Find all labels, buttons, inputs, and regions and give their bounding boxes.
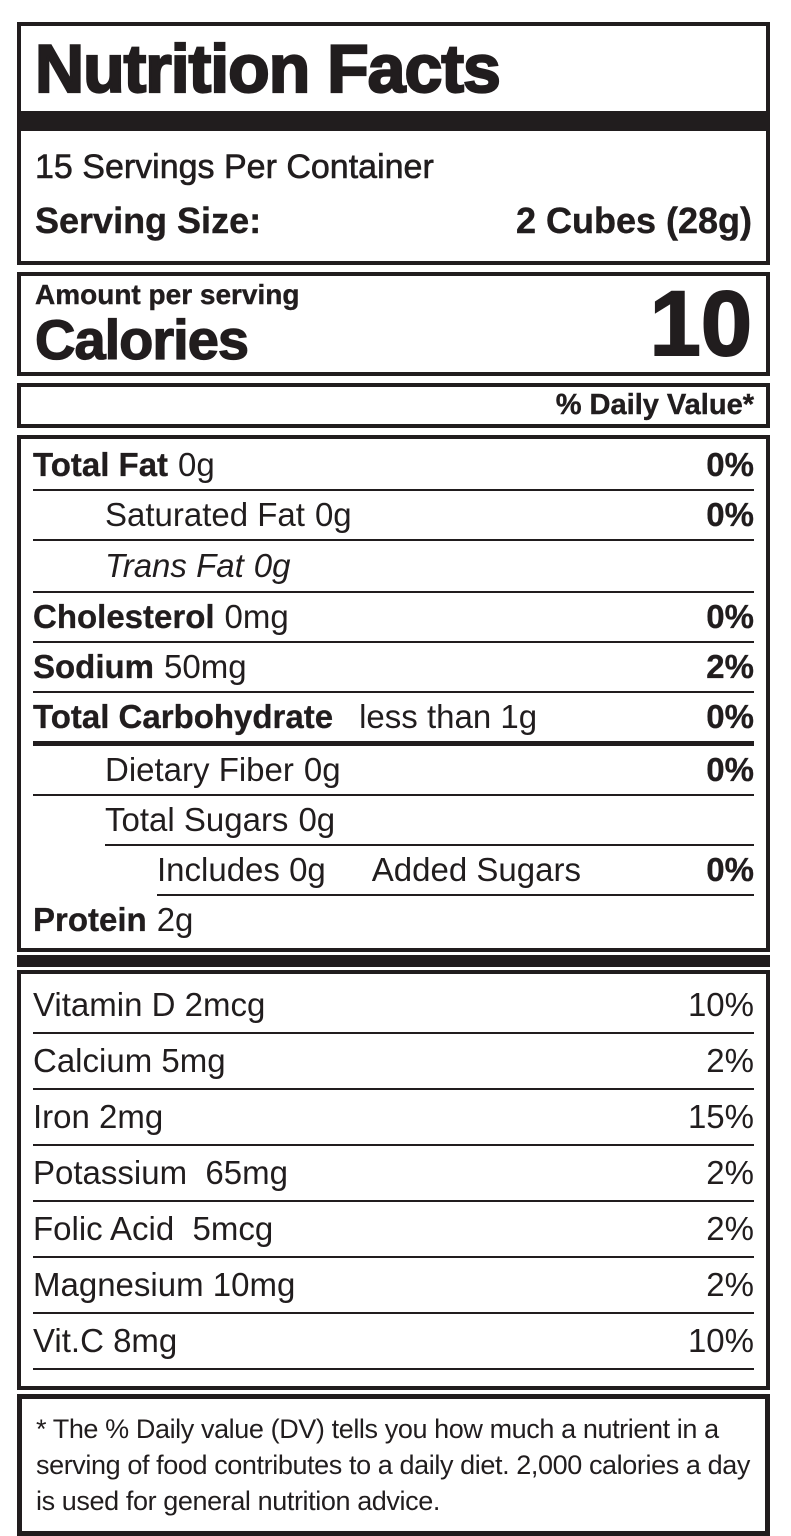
vitamins-section: Vitamin D 2mcg 10% Calcium 5mg 2% Iron 2… xyxy=(17,970,770,1390)
nutrient-name: Includes 0g xyxy=(157,851,326,888)
daily-value-header: % Daily Value* xyxy=(555,389,755,421)
nutrient-row-trans-fat: Trans Fat 0g xyxy=(33,541,754,593)
nutrient-row-dietary-fiber: Dietary Fiber 0g 0% xyxy=(33,746,754,796)
vitamin-row-calcium: Calcium 5mg 2% xyxy=(33,1034,754,1090)
amount-per-serving-label: Amount per serving xyxy=(35,279,300,310)
vitamin-name: Magnesium 10mg xyxy=(33,1266,296,1303)
nutrient-dv: 0% xyxy=(706,598,754,635)
vitamin-name: Vitamin D 2mcg xyxy=(33,986,266,1023)
nutrient-amount: 0g xyxy=(178,446,215,483)
title-section: Nutrition Facts xyxy=(17,22,770,115)
nutrient-name: Cholesterol xyxy=(33,598,215,635)
nutrient-name: Total Sugars xyxy=(105,801,289,838)
servings-per-container: 15 Servings Per Container xyxy=(35,148,434,187)
label-title: Nutrition Facts xyxy=(34,29,502,107)
nutrient-name: Sodium xyxy=(33,648,154,685)
footnote-section: * The % Daily value (DV) tells you how m… xyxy=(17,1394,770,1536)
nutrient-amount: less than 1g xyxy=(359,698,538,735)
servings-section: 15 Servings Per Container Serving Size: … xyxy=(17,127,770,265)
serving-size-row: Serving Size: 2 Cubes (28g) xyxy=(35,193,752,249)
serving-size-label: Serving Size: xyxy=(35,200,262,241)
nutrient-name: Total Fat xyxy=(33,446,169,483)
vitamin-dv: 10% xyxy=(687,986,754,1023)
nutrient-amount: 0g xyxy=(314,496,352,533)
nutrient-dv: 0% xyxy=(706,751,754,788)
nutrient-row-total-fat: Total Fat 0g 0% xyxy=(33,441,754,491)
vitamin-dv: 15% xyxy=(687,1098,754,1135)
nutrient-dv: 0% xyxy=(706,496,754,533)
nutrient-row-added-sugars: Includes 0g Added Sugars 0% xyxy=(157,846,754,896)
nutrient-row-sodium: Sodium 50mg 2% xyxy=(33,643,754,693)
nutrition-facts-label: Nutrition Facts 15 Servings Per Containe… xyxy=(17,22,770,1536)
vitamin-dv: 2% xyxy=(706,1210,754,1247)
nutrient-dv: 0% xyxy=(706,851,754,888)
vitamin-name: Vit.C 8mg xyxy=(33,1322,178,1359)
daily-value-header-section: % Daily Value* xyxy=(17,383,770,428)
vitamin-dv: 2% xyxy=(706,1266,754,1303)
calories-section: Amount per serving Calories 10 xyxy=(17,272,770,376)
vitamin-name: Calcium 5mg xyxy=(33,1042,226,1079)
nutrient-amount: 0g xyxy=(253,547,291,584)
calories-value: 10 xyxy=(649,273,753,375)
nutrient-amount: 0g xyxy=(303,751,341,788)
vitamin-dv: 2% xyxy=(706,1042,754,1079)
nutrient-row-protein: Protein 2g xyxy=(33,896,754,944)
vitamin-row-vitamin-d: Vitamin D 2mcg 10% xyxy=(33,978,754,1034)
nutrient-name: Dietary Fiber xyxy=(105,751,294,788)
nutrient-name: Total Carbohydrate xyxy=(33,698,334,735)
footnote-text: * The % Daily value (DV) tells you how m… xyxy=(36,1414,750,1516)
vitamin-dv: 2% xyxy=(706,1154,754,1191)
nutrient-amount: 50mg xyxy=(164,648,247,685)
nutrient-row-cholesterol: Cholesterol 0mg 0% xyxy=(33,593,754,643)
nutrient-amount: Added Sugars xyxy=(371,851,581,888)
vitamin-row-iron: Iron 2mg 15% xyxy=(33,1090,754,1146)
vitamin-row-potassium: Potassium 65mg 2% xyxy=(33,1146,754,1202)
nutrient-amount: 0g xyxy=(298,801,336,838)
vitamin-row-folic-acid: Folic Acid 5mcg 2% xyxy=(33,1202,754,1258)
nutrient-name: Protein xyxy=(33,901,147,938)
vitamin-dv: 10% xyxy=(687,1322,754,1359)
vitamin-row-vit-c: Vit.C 8mg 10% xyxy=(33,1314,754,1370)
vitamin-name: Folic Acid 5mcg xyxy=(33,1210,274,1247)
nutrient-dv: 0% xyxy=(706,698,754,735)
nutrient-amount: 2g xyxy=(156,901,194,938)
nutrient-dv: 0% xyxy=(706,446,754,483)
nutrient-amount: 0mg xyxy=(224,598,289,635)
vitamin-name: Iron 2mg xyxy=(33,1098,164,1135)
divider-bar-top xyxy=(17,115,770,127)
nutrient-row-saturated-fat: Saturated Fat 0g 0% xyxy=(33,491,754,541)
serving-size-value: 2 Cubes (28g) xyxy=(515,200,752,241)
nutrient-name: Trans Fat xyxy=(105,547,244,584)
divider-bar-middle xyxy=(17,955,770,967)
nutrient-row-total-sugars: Total Sugars 0g xyxy=(105,796,754,846)
nutrient-row-total-carbohydrate: Total Carbohydrate less than 1g 0% xyxy=(33,693,754,746)
calories-label: Calories xyxy=(34,308,249,371)
nutrients-section: Total Fat 0g 0% Saturated Fat 0g 0% Trans … xyxy=(17,435,770,952)
nutrient-dv: 2% xyxy=(706,648,754,685)
nutrient-name: Saturated Fat xyxy=(105,496,305,533)
calories-left-column: Amount per serving Calories xyxy=(34,279,300,371)
vitamin-row-magnesium: Magnesium 10mg 2% xyxy=(33,1258,754,1314)
vitamin-name: Potassium 65mg xyxy=(33,1154,288,1191)
